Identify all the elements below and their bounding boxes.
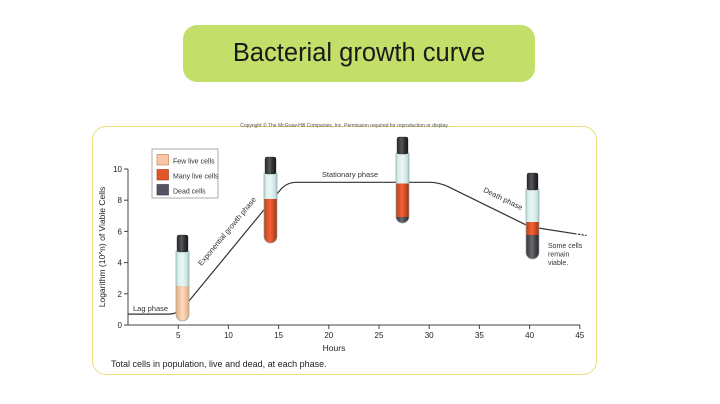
svg-text:25: 25 xyxy=(375,331,384,340)
svg-text:Lag phase: Lag phase xyxy=(133,304,168,313)
svg-text:4: 4 xyxy=(118,259,123,268)
svg-text:5: 5 xyxy=(176,331,181,340)
svg-text:6: 6 xyxy=(118,227,123,236)
svg-text:remain: remain xyxy=(548,252,570,259)
svg-text:20: 20 xyxy=(324,331,333,340)
svg-text:8: 8 xyxy=(118,196,123,205)
svg-text:Logarithm (10^n) of Viable Cel: Logarithm (10^n) of Viable Cells xyxy=(97,187,107,308)
svg-text:45: 45 xyxy=(575,331,584,340)
svg-text:Dead cells: Dead cells xyxy=(173,188,206,195)
svg-text:Some cells: Some cells xyxy=(548,243,583,250)
svg-text:40: 40 xyxy=(525,331,534,340)
svg-text:Death phase: Death phase xyxy=(482,185,524,212)
svg-text:Many live cells: Many live cells xyxy=(173,173,219,180)
svg-text:Few live cells: Few live cells xyxy=(173,158,215,165)
svg-text:10: 10 xyxy=(224,331,233,340)
svg-text:10: 10 xyxy=(113,165,122,174)
svg-text:2: 2 xyxy=(118,290,123,299)
svg-text:35: 35 xyxy=(475,331,484,340)
svg-text:0: 0 xyxy=(118,321,123,330)
svg-text:15: 15 xyxy=(274,331,283,340)
svg-text:Stationary phase: Stationary phase xyxy=(322,170,378,179)
svg-text:30: 30 xyxy=(425,331,434,340)
svg-text:Exponential growth phase: Exponential growth phase xyxy=(196,195,258,267)
svg-text:viable.: viable. xyxy=(548,260,568,267)
svg-text:Hours: Hours xyxy=(323,343,346,353)
